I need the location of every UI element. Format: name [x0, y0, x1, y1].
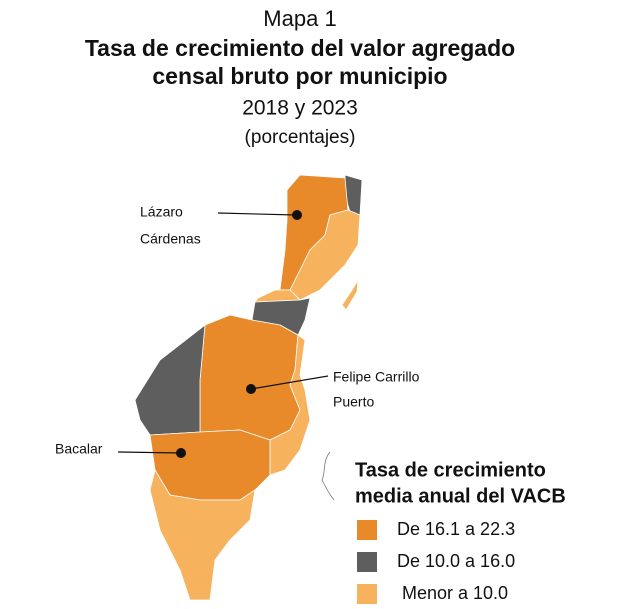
- legend-label: Menor a 10.0: [402, 583, 508, 603]
- title-line: censal bruto por municipio: [152, 63, 447, 89]
- island-outline: [321, 451, 335, 501]
- legend-swatch: [357, 584, 377, 604]
- municipality: [269, 334, 311, 476]
- location-dot: [176, 448, 186, 458]
- leader-line: [217, 212, 297, 216]
- location-dot: [246, 384, 256, 394]
- callouts: Lázaro Cárdenas Felipe Carrillo Puerto B…: [55, 204, 420, 458]
- location-dot: [292, 210, 302, 220]
- municipality: [199, 314, 301, 441]
- place-label: Puerto: [333, 394, 374, 410]
- legend-title: Tasa de crecimiento: [355, 459, 546, 481]
- subtitle: 2018 y 2023: [242, 97, 358, 120]
- municipality: [149, 469, 256, 601]
- map: [134, 174, 363, 601]
- municipality: [149, 429, 271, 501]
- legend-swatch: [357, 552, 377, 572]
- municipality: [254, 289, 301, 303]
- place-label: Bacalar: [55, 441, 103, 457]
- legend: Tasa de crecimiento media anual del VACB…: [355, 459, 566, 604]
- legend-title: media anual del VACB: [355, 485, 566, 507]
- place-label: Lázaro: [140, 204, 183, 220]
- leader-line: [117, 451, 182, 454]
- municipality: [134, 324, 206, 436]
- legend-label: De 16.1 a 22.3: [397, 519, 515, 539]
- island: [341, 279, 359, 311]
- map-number: Mapa 1: [263, 6, 336, 31]
- units: (porcentajes): [245, 127, 356, 148]
- place-label: Felipe Carrillo: [333, 369, 420, 385]
- place-label: Cárdenas: [140, 231, 201, 247]
- legend-label: De 10.0 a 16.0: [397, 551, 515, 571]
- legend-swatch: [357, 520, 377, 540]
- title-line: Tasa de crecimiento del valor agregado: [85, 35, 515, 61]
- leader-line: [250, 375, 329, 390]
